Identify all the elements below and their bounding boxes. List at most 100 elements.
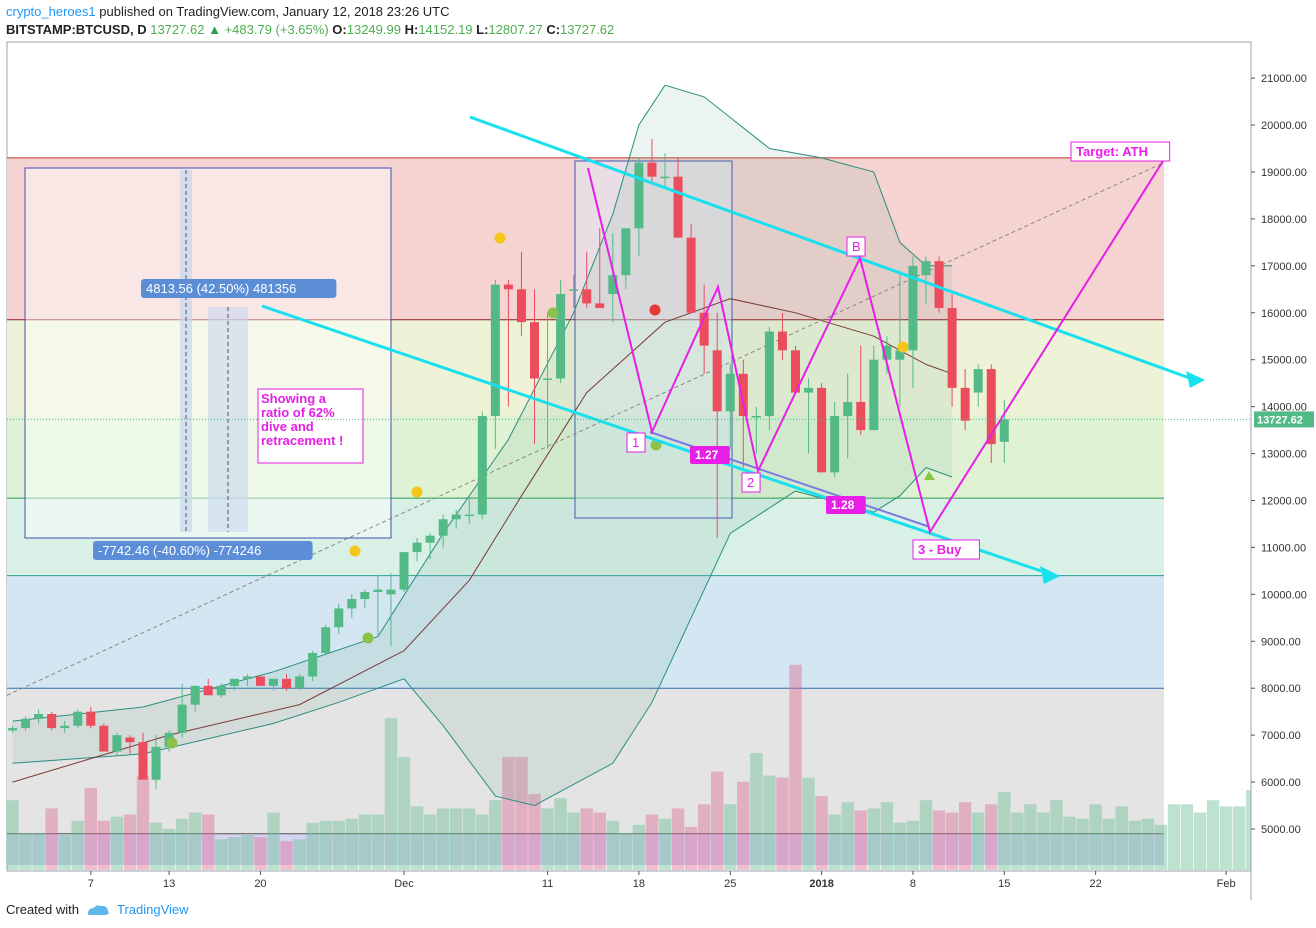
trend-line-lower: [261, 304, 1051, 576]
price-change: +483.79 (+3.65%): [224, 22, 329, 37]
note-line: dive and: [261, 419, 314, 434]
candle-body: [882, 345, 892, 360]
volume-bar: [345, 818, 358, 870]
time-tick-label: 7: [88, 878, 94, 890]
point-2-label-text: 2: [747, 475, 754, 490]
candle-body: [947, 308, 957, 388]
volume-bar: [371, 814, 385, 870]
candle-body: [229, 678, 239, 686]
volume-bar: [215, 839, 228, 870]
bollinger-lower: [12, 467, 953, 807]
volume-bar: [97, 820, 111, 870]
volume-bar: [358, 814, 372, 870]
point-3-label-text: 3 - Buy: [918, 542, 962, 557]
ratio-1-label-text: 1.27: [695, 448, 719, 462]
arrowhead: [1186, 371, 1205, 388]
volume-bar: [293, 839, 306, 870]
note-line: Showing a: [261, 391, 327, 406]
tradingview-link[interactable]: TradingView: [116, 902, 189, 917]
price-tick-label: 15000.00: [1261, 355, 1307, 367]
time-tick-label: 25: [724, 878, 736, 890]
candle-body: [438, 519, 448, 536]
point-1-label-text: 1: [632, 435, 639, 450]
low-value: 12807.27: [488, 22, 543, 37]
volume-bar: [750, 753, 763, 870]
volume-bar: [972, 812, 985, 870]
time-tick-label: 2018: [809, 878, 833, 890]
signal-triangle: [924, 471, 935, 480]
volume-bar: [1076, 818, 1089, 870]
candle-body: [751, 416, 761, 418]
measure-down-label-box: [93, 541, 313, 560]
candle-body: [660, 176, 670, 179]
volume-bar: [254, 837, 267, 870]
volume-bar: [110, 816, 124, 870]
target-label-text: Target: ATH: [1076, 144, 1148, 159]
volume-bar: [280, 841, 293, 870]
price-tick-label: 16000.00: [1261, 308, 1307, 320]
change-up-icon: ▲: [208, 22, 221, 37]
candle-body: [321, 627, 331, 654]
signal-dot: [547, 307, 559, 319]
ratio-2-label-box: [826, 496, 866, 514]
price-tick-label: 17000.00: [1261, 261, 1307, 273]
volume-bar: [867, 808, 880, 870]
candle-body: [360, 592, 370, 600]
volume-bar: [19, 833, 32, 870]
candle-body: [177, 704, 187, 733]
volume-bar: [684, 826, 698, 870]
candle-body: [99, 725, 109, 752]
symbol-info: BITSTAMP:BTCUSD, D 13727.62 ▲ +483.79 (+…: [6, 22, 614, 37]
signal-dot: [494, 232, 506, 244]
author-link[interactable]: crypto_heroes1: [6, 4, 96, 19]
volume-bar: [1011, 812, 1024, 870]
volume-bar: [1206, 800, 1220, 870]
volume-bar: [645, 814, 659, 870]
price-tick-label: 19000.00: [1261, 167, 1307, 179]
signal-dot: [411, 486, 423, 498]
candle-body: [856, 401, 866, 431]
volume-bar: [1180, 804, 1194, 870]
volume-bar: [893, 822, 907, 870]
volume-bar: [1115, 806, 1128, 870]
volume-bar: [1063, 816, 1076, 870]
candle-body: [634, 162, 644, 229]
candle-body: [986, 369, 996, 445]
created-with-text: Created with: [6, 902, 79, 917]
volume-bar: [1219, 806, 1233, 870]
point-2-label-box: [741, 472, 761, 493]
fib-zone: [7, 415, 1164, 499]
price-tick-label: 6000.00: [1261, 777, 1301, 789]
volume-bar: [423, 814, 437, 870]
candle-body: [86, 711, 96, 726]
price-tick-label: 21000.00: [1261, 73, 1307, 85]
volume-bar: [32, 833, 45, 870]
volume-bar: [1037, 812, 1050, 870]
candle-body: [503, 284, 513, 290]
candle-body: [830, 416, 840, 473]
volume-bar: [241, 835, 254, 870]
candle-body: [843, 401, 853, 417]
volume-bar: [502, 757, 515, 870]
volume-bar: [671, 808, 685, 870]
volume-bar: [319, 820, 332, 870]
candle-body: [347, 599, 357, 609]
volume-bar: [945, 812, 959, 870]
candle-body: [138, 742, 148, 780]
candle-body: [895, 350, 905, 360]
point-b-label: B: [846, 236, 866, 257]
candle-body: [34, 714, 44, 719]
candle-body: [764, 331, 774, 417]
volume-bar: [515, 757, 528, 870]
point-3-label: 3 - Buy: [912, 539, 980, 560]
candle-body: [295, 676, 305, 689]
volume-bar: [489, 800, 502, 870]
candle-body: [47, 714, 57, 729]
note-line: retracement !: [261, 433, 343, 448]
candle-body: [216, 685, 226, 696]
candle-body: [269, 678, 278, 686]
open-value: 13249.99: [346, 22, 401, 37]
volume-bar: [58, 835, 71, 870]
